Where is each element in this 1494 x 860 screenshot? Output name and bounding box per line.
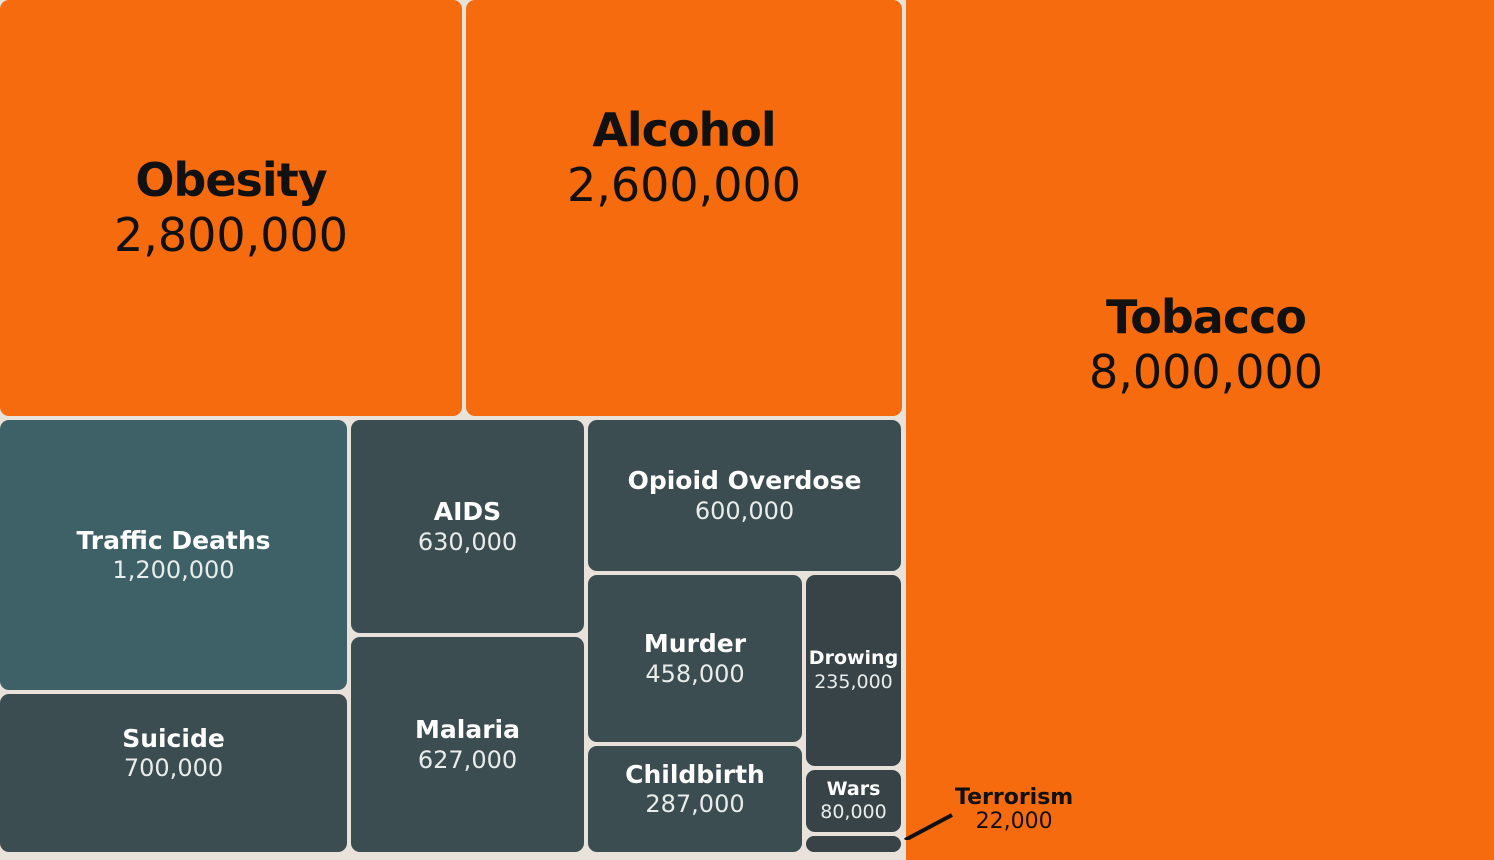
tile-label: Malaria	[415, 715, 520, 745]
tile-obesity: Obesity 2,800,000	[0, 0, 462, 416]
tile-malaria: Malaria 627,000	[351, 637, 584, 852]
tile-childbirth: Childbirth 287,000	[588, 746, 802, 852]
tile-label: Obesity	[135, 152, 327, 207]
tile-value: 80,000	[820, 801, 887, 824]
tile-tobacco: Tobacco 8,000,000	[906, 0, 1494, 860]
tile-value: 287,000	[645, 790, 745, 819]
tile-label: Traffic Deaths	[76, 525, 271, 555]
tile-drowing: Drowing 235,000	[806, 575, 901, 766]
tile-value: 2,600,000	[566, 158, 802, 212]
tile-value: 627,000	[417, 745, 518, 774]
tile-value: 630,000	[417, 527, 518, 556]
tile-value: 1,200,000	[112, 556, 235, 585]
terrorism-value: 22,000	[975, 809, 1053, 835]
tile-label: AIDS	[433, 497, 502, 527]
tile-value: 8,000,000	[1088, 345, 1324, 399]
tile-value: 700,000	[123, 754, 224, 783]
tile-suicide: Suicide 700,000	[0, 694, 347, 852]
tile-aids: AIDS 630,000	[351, 420, 584, 633]
tile-wars: Wars 80,000	[806, 770, 901, 832]
terrorism-callout: Terrorism 22,000	[955, 785, 1074, 835]
tile-opioid-overdose: Opioid Overdose 600,000	[588, 420, 901, 571]
tile-label: Tobacco	[1106, 289, 1307, 344]
terrorism-label: Terrorism	[955, 785, 1074, 810]
tile-label: Alcohol	[592, 102, 776, 157]
tile-label: Opioid Overdose	[627, 466, 862, 496]
tile-murder: Murder 458,000	[588, 575, 802, 742]
tile-value: 235,000	[814, 670, 893, 693]
tile-value: 600,000	[694, 496, 795, 525]
tile-value: 458,000	[645, 659, 745, 688]
tile-traffic-deaths: Traffic Deaths 1,200,000	[0, 420, 347, 690]
tile-alcohol: Alcohol 2,600,000	[466, 0, 902, 416]
tile-label: Childbirth	[625, 759, 765, 789]
tile-label: Suicide	[122, 723, 225, 753]
tile-label: Murder	[643, 629, 747, 659]
tile-label: Drowing	[808, 647, 899, 670]
tile-value: 2,800,000	[113, 208, 349, 262]
tile-terrorism	[806, 836, 901, 852]
tile-label: Wars	[826, 777, 881, 800]
